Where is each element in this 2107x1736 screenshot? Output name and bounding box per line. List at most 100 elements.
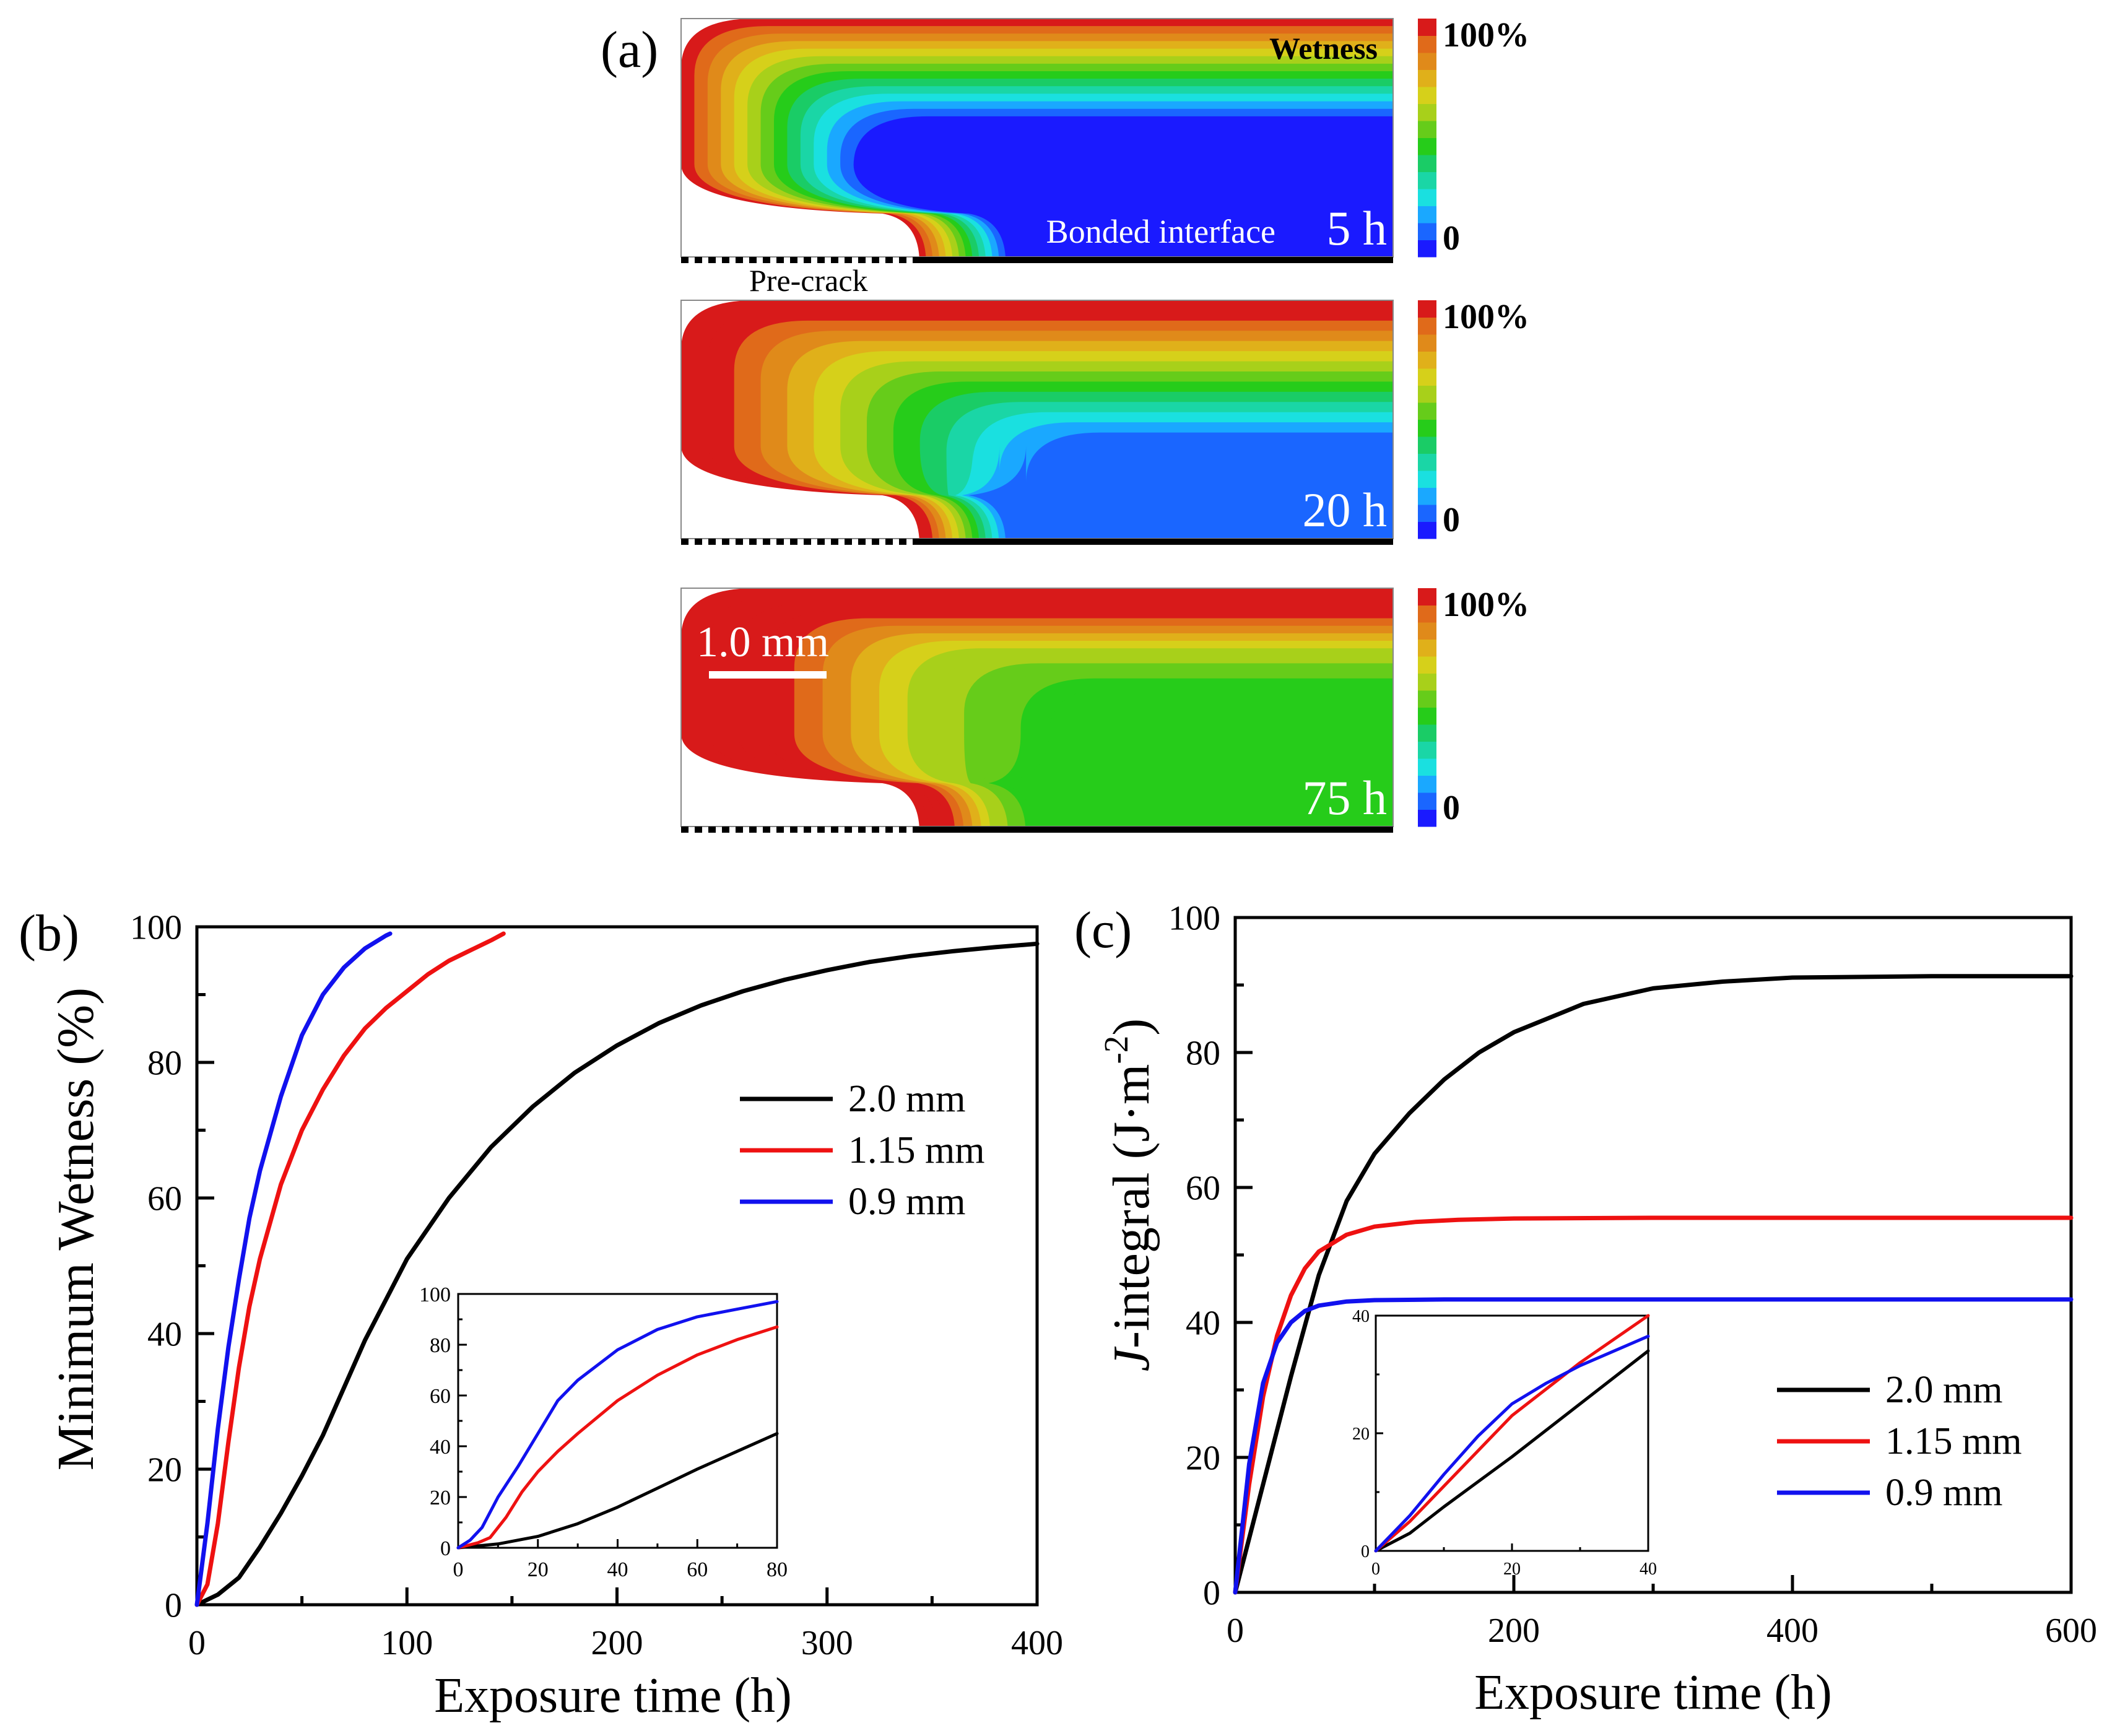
x-tick-label: 300 — [801, 1624, 853, 1662]
colorbar-min-label: 0 — [1443, 789, 1460, 827]
panel-b-inset: 0 20 40 60 80 0 20 40 60 80 100 — [419, 1283, 788, 1581]
panel-b-legend: 2.0 mm 1.15 mm 0.9 mm — [740, 1078, 984, 1223]
colorbar-swatch — [1418, 758, 1436, 776]
colorbar: 100% 0 — [1418, 586, 1529, 827]
panel-c: (c) J-integral (J·m-2) Exposure time (h)… — [1074, 900, 2097, 1720]
colorbar-swatch — [1418, 588, 1436, 605]
series-line-1-15-mm — [194, 931, 506, 1607]
y-tick-label: 20 — [430, 1486, 451, 1509]
y-tick-label: 80 — [1186, 1035, 1220, 1073]
colorbar-swatch — [1418, 155, 1436, 172]
contour-bands — [681, 588, 1393, 827]
y-tick-label: 100 — [1168, 900, 1220, 938]
contour-snapshots: 5 h 100% 0 20 h 100% 0 75 h 100% 0 — [680, 16, 1529, 833]
x-tick-label: 40 — [1640, 1560, 1657, 1579]
panel-b-inset-frame — [457, 1293, 778, 1549]
precrack-label: Pre-crack — [749, 263, 868, 298]
y-tick-label: 40 — [430, 1436, 451, 1459]
colorbar-swatch — [1418, 385, 1436, 403]
colorbar-swatch — [1418, 436, 1436, 454]
legend-label: 2.0 mm — [848, 1078, 965, 1120]
series-line-1-15-mm — [456, 1325, 779, 1550]
x-tick-label: 80 — [767, 1558, 788, 1581]
series-line-2-0-mm — [1233, 974, 2074, 1595]
colorbar-swatch — [1418, 87, 1436, 104]
panel-c-inset: 0 20 40 0 20 40 — [1352, 1307, 1657, 1579]
colorbar-swatch — [1418, 121, 1436, 138]
series-line-2-0-mm — [194, 941, 1040, 1607]
wetness-label: Wetness — [1269, 31, 1378, 66]
panel-b: (b) Minimum Wetness (%) Exposure time (h… — [19, 905, 1063, 1723]
x-tick-label: 0 — [1227, 1612, 1244, 1650]
contour-snapshot-2: 20 h 100% 0 — [680, 298, 1529, 545]
panel-c-x-axis-label: Exposure time (h) — [1474, 1665, 1832, 1720]
x-tick-label: 0 — [453, 1558, 464, 1581]
colorbar: 100% 0 — [1418, 298, 1529, 539]
y-tick-label: 60 — [1186, 1170, 1220, 1208]
x-tick-label: 200 — [1488, 1612, 1540, 1650]
contour-snapshot-3: 75 h 100% 0 — [680, 586, 1529, 833]
colorbar-swatch — [1418, 809, 1436, 827]
colorbar-swatch — [1418, 334, 1436, 352]
colorbar: 100% 0 — [1418, 16, 1529, 258]
colorbar-swatch — [1418, 300, 1436, 318]
panel-c-y-axis-label-main: -integral (J·m — [1103, 1064, 1160, 1349]
panel-c-label: (c) — [1074, 901, 1132, 959]
colorbar-swatch — [1418, 368, 1436, 386]
bonded-interface-label: Bonded interface — [1046, 213, 1275, 250]
colorbar-swatch — [1418, 707, 1436, 725]
colorbar-min-label: 0 — [1443, 501, 1460, 539]
colorbar-swatch — [1418, 673, 1436, 691]
x-tick-label: 60 — [687, 1558, 708, 1581]
y-tick-label: 100 — [419, 1283, 451, 1306]
y-tick-label: 40 — [1186, 1304, 1220, 1343]
legend-label: 1.15 mm — [1885, 1420, 2022, 1462]
panel-c-legend: 2.0 mm 1.15 mm 0.9 mm — [1777, 1369, 2022, 1514]
colorbar-max-label: 100% — [1443, 16, 1529, 54]
contour-bands — [681, 300, 1393, 539]
colorbar-swatch — [1418, 775, 1436, 793]
panel-c-plot-frame — [1233, 916, 2073, 1594]
panel-c-y-axis-label: J-integral (J·m-2) — [1097, 1018, 1160, 1372]
colorbar-swatch — [1418, 724, 1436, 742]
y-tick-label: 0 — [440, 1537, 451, 1560]
colorbar-swatch — [1418, 402, 1436, 420]
scale-bar: 1.0 mm — [697, 618, 829, 679]
legend-label: 0.9 mm — [848, 1181, 965, 1223]
panel-c-y-axis-label-italic: J — [1103, 1346, 1160, 1371]
panel-a-label: (a) — [601, 21, 658, 79]
colorbar-swatch — [1418, 206, 1436, 224]
series-line-1-15-mm — [1233, 1215, 2074, 1595]
x-tick-label: 20 — [1503, 1560, 1521, 1579]
series-line-0-9-mm — [1374, 1334, 1650, 1553]
y-tick-label: 20 — [147, 1451, 182, 1490]
colorbar-swatch — [1418, 317, 1436, 335]
colorbar-swatch — [1418, 35, 1436, 53]
colorbar-swatch — [1418, 471, 1436, 488]
contour-band — [853, 116, 1393, 257]
colorbar-swatch — [1418, 19, 1436, 36]
y-tick-label: 0 — [1203, 1574, 1220, 1613]
colorbar-swatch — [1418, 103, 1436, 121]
colorbar-swatch — [1418, 351, 1436, 369]
y-tick-label: 60 — [430, 1385, 451, 1408]
panel-c-y-axis-label-sup: -2 — [1097, 1036, 1135, 1064]
series-line-1-15-mm — [1374, 1314, 1650, 1553]
colorbar-swatch — [1418, 189, 1436, 206]
colorbar-swatch — [1418, 656, 1436, 674]
x-tick-label: 600 — [2045, 1612, 2097, 1650]
panel-c-y-axis-label-close: ) — [1103, 1018, 1160, 1036]
colorbar-max-label: 100% — [1443, 298, 1529, 336]
snapshot-time-label: 20 h — [1303, 483, 1388, 537]
colorbar-swatch — [1418, 223, 1436, 240]
x-tick-label: 100 — [381, 1624, 433, 1662]
contour-snapshot-1: 5 h 100% 0 — [680, 16, 1529, 263]
colorbar-swatch — [1418, 240, 1436, 258]
y-tick-label: 40 — [147, 1316, 182, 1354]
legend-label: 2.0 mm — [1885, 1369, 2002, 1411]
colorbar-min-label: 0 — [1443, 219, 1460, 258]
x-tick-label: 0 — [1371, 1560, 1380, 1579]
